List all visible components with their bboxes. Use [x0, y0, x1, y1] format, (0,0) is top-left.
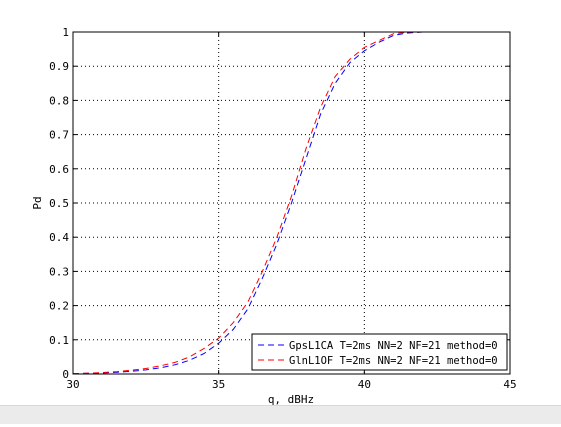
legend-label: GpsL1CA T=2ms NN=2 NF=21 method=0 [289, 340, 498, 352]
x-tick-label: 45 [503, 378, 516, 391]
x-tick-label: 40 [358, 378, 371, 391]
series-line [72, 31, 510, 375]
x-tick-label: 30 [66, 378, 79, 391]
y-tick-label: 0.5 [49, 197, 69, 210]
y-axis-label: Pd [31, 196, 44, 209]
y-tick-label: 0 [62, 368, 69, 381]
y-tick-label: 0.7 [49, 129, 69, 142]
y-tick-label: 0.4 [49, 231, 69, 244]
y-tick-label: 0.8 [49, 94, 69, 107]
y-tick-label: 0.1 [49, 334, 69, 347]
y-tick-label: 0.2 [49, 300, 69, 313]
series-layer [72, 31, 510, 375]
series-line [72, 31, 510, 375]
window-bottom-strip [0, 405, 561, 424]
legend-label: GlnL1OF T=2ms NN=2 NF=21 method=0 [289, 355, 498, 367]
legend-box [251, 333, 508, 371]
y-tick-label: 0.3 [49, 265, 69, 278]
axis-ticks [72, 31, 511, 375]
x-tick-label: 35 [212, 378, 225, 391]
grid-lines [73, 32, 510, 374]
tick-labels: 30 35 40 45 0 0.1 0.2 0.3 0.4 0.5 0.6 0.7 0.8 0.9 1 [49, 26, 517, 391]
legend: GpsL1CA T=2ms NN=2 NF=21 method=0 GlnL1OF… [251, 333, 508, 371]
x-axis-label: q, dBHz [268, 393, 314, 406]
y-tick-label: 0.9 [49, 60, 69, 73]
y-tick-label: 1 [62, 26, 69, 39]
y-tick-label: 0.6 [49, 163, 69, 176]
